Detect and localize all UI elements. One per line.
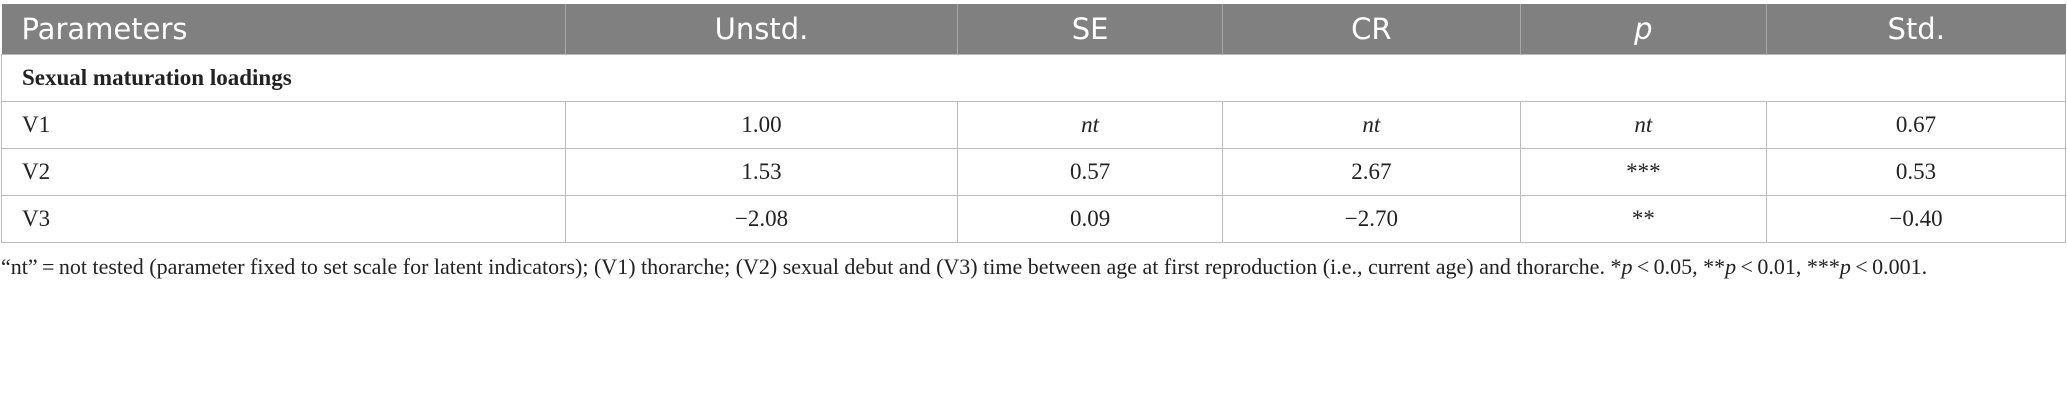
cell: 1.00: [564, 101, 959, 149]
header-cell: SE: [957, 4, 1223, 55]
row: V3 −2.08 0.09 −2.70 ** −0.40: [1, 195, 2067, 243]
footnote-text: p: [1621, 254, 1633, 279]
row: V1 1.00 nt nt nt 0.67: [1, 101, 2067, 149]
header-cell: p: [1519, 4, 1767, 55]
cell: −2.70: [1222, 195, 1521, 243]
footnote-text: < 0.001.: [1850, 254, 1928, 279]
header-row: Parameters Unstd. SE CR p Std.: [1, 4, 2066, 55]
results-table: Parameters Unstd. SE CR p Std. Sexual ma…: [1, 4, 2067, 243]
section-row: Sexual maturation loadings: [1, 54, 2066, 102]
footnote: “nt” = not tested (parameter fixed to se…: [1, 252, 2061, 282]
cell: 0.67: [1765, 101, 2067, 149]
cell: −2.08: [564, 195, 959, 243]
cell: 0.53: [1765, 148, 2067, 196]
cell: nt: [957, 101, 1223, 149]
footnote-text: < 0.01, ***: [1736, 254, 1840, 279]
header-cell: Std.: [1765, 4, 2066, 55]
row: V2 1.53 0.57 2.67 *** 0.53: [1, 148, 2067, 196]
header-cell: CR: [1222, 4, 1521, 55]
footnote-text: < 0.05, **: [1632, 254, 1726, 279]
footnote-text: p: [1725, 254, 1737, 279]
cell: V3: [1, 195, 566, 243]
cell: V2: [1, 148, 566, 196]
cell: nt: [1519, 101, 1767, 149]
cell: −0.40: [1765, 195, 2067, 243]
footnote-text: “nt” = not tested (parameter fixed to se…: [1, 254, 1622, 279]
section-label: Sexual maturation loadings: [1, 54, 2066, 102]
cell: **: [1519, 195, 1767, 243]
header-cell: Parameters: [1, 4, 566, 55]
cell: 2.67: [1222, 148, 1521, 196]
cell: V1: [1, 101, 566, 149]
cell: ***: [1519, 148, 1767, 196]
cell: 0.09: [957, 195, 1223, 243]
cell: 1.53: [564, 148, 959, 196]
footnote-text: p: [1839, 254, 1851, 279]
cell: 0.57: [957, 148, 1223, 196]
cell: nt: [1222, 101, 1521, 149]
header-cell: Unstd.: [564, 4, 958, 55]
